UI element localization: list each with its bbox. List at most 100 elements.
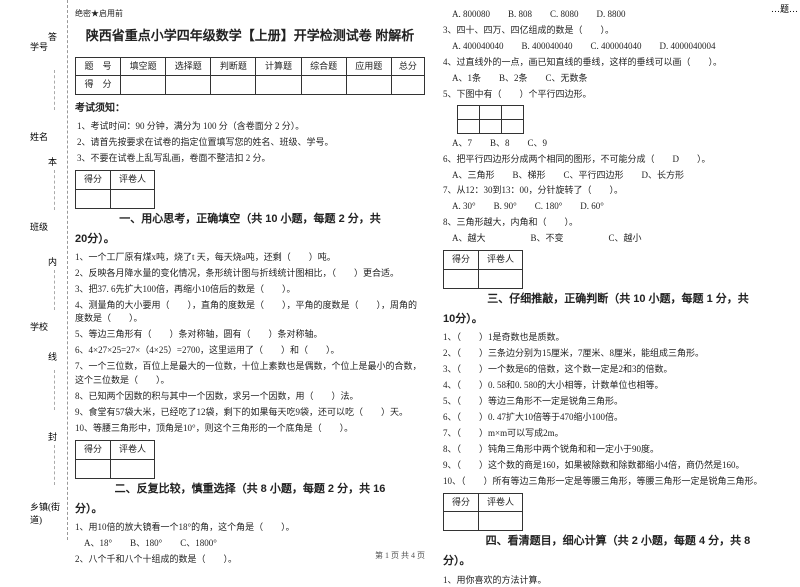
question-item: 7、（ ）m×m可以写成2m。 [443, 427, 793, 441]
binding-label-xuehao: 学号 [30, 40, 48, 53]
question-item: 3、把37. 6先扩大100倍，再缩小10倍后的数是（ ）。 [75, 283, 425, 297]
question-item: 6、（ ）0. 47扩大10倍等于470缩小100倍。 [443, 411, 793, 425]
confidential-tag: 绝密★启用前 [75, 8, 425, 20]
parallelogram-figure [457, 105, 793, 134]
score-table: 题 号 填空题 选择题 判断题 计算题 综合题 应用题 总分 得 分 [75, 57, 425, 96]
mini-header: 评卷人 [479, 251, 523, 270]
question-item: 4、（ ）0. 58和0. 580的大小相等，计数单位也相等。 [443, 379, 793, 393]
side-char-0: 答 [48, 30, 57, 43]
question-item: 1、一个工厂原有煤x吨，烧了t 天，每天烧a吨，还剩（ ）吨。 [75, 251, 425, 265]
score-mini-table-4: 得分评卷人 [443, 493, 523, 532]
notice-item: 3、不要在试卷上乱写乱画，卷面不整洁扣 2 分。 [77, 152, 425, 166]
section2b-questions: A. 800080 B. 808 C. 8080 D. 8800 3、四十、四万… [443, 8, 793, 102]
question-item: 10、（ ）所有等边三角形一定是等腰三角形，等腰三角形一定是锐角三角形。 [443, 475, 793, 489]
question-item: 6、把平行四边形分成两个相同的图形，不可能分成（ D ）。 [443, 153, 793, 167]
score-mini-table-2: 得分评卷人 [75, 440, 155, 479]
binding-label-xuexiao: 学校 [30, 320, 48, 333]
question-item: 4、测量角的大小要用（ ），直角的度数是（ ），平角的度数是（ ），周角的度数是… [75, 299, 425, 327]
side-char-1: 本 [48, 155, 57, 168]
question-item: A. 400040040 B. 400040040 C. 400004040 D… [443, 40, 793, 54]
question-item: 3、四十、四万、四亿组成的数是（ ）。 [443, 24, 793, 38]
question-item: A、7 B、8 C、9 [443, 137, 793, 151]
section3-questions: 1、（ ）1是奇数也是质数。 2、（ ）三条边分别为15厘米，7厘米、8厘米，能… [443, 331, 793, 488]
score-mini-table: 得分评卷人 [75, 170, 155, 209]
question-item: 8、（ ）钝角三角形中两个锐角和和一定小于90度。 [443, 443, 793, 457]
mini-header: 得分 [76, 170, 111, 189]
score-header: 题 号 [76, 57, 121, 76]
question-item: 5、等边三角形有（ ）条对称轴，圆有（ ）条对称轴。 [75, 328, 425, 342]
question-item: 2、（ ）三条边分别为15厘米，7厘米、8厘米，能组成三角形。 [443, 347, 793, 361]
section1-title-b: 20分）。 [75, 231, 425, 248]
binding-label-xiangzhen: 乡镇(街道) [30, 500, 67, 526]
section2-title-a: 二、反复比较，慎重选择（共 8 小题，每题 2 分，共 16 [75, 481, 425, 498]
question-item: 8、已知两个因数的积与其中一个因数，求另一个因数，用（ ）法。 [75, 390, 425, 404]
binding-column: 学号 答 姓名 本 班级 内 学校 线 封 乡镇(街道) [0, 0, 68, 540]
side-char-4: 封 [48, 430, 57, 443]
question-item: A、越大 B、不变 C、越小 [443, 232, 793, 246]
question-item: 1、用10倍的放大镜看一个18°的角，这个角是（ ）。 [75, 521, 425, 535]
exam-title: 陕西省重点小学四年级数学【上册】开学检测试卷 附解析 [75, 26, 425, 46]
dash-4 [54, 445, 55, 485]
mini-header: 得分 [76, 440, 111, 459]
question-item: 7、从12：30到13：00，分针旋转了（ ）。 [443, 184, 793, 198]
dash-2 [54, 270, 55, 310]
section3-title-b: 10分）。 [443, 311, 793, 328]
mini-header: 得分 [444, 493, 479, 512]
mini-header: 评卷人 [111, 440, 155, 459]
score-mini-table-3: 得分评卷人 [443, 250, 523, 289]
side-char-2: 内 [48, 255, 57, 268]
notice-title: 考试须知： [75, 101, 425, 117]
notice-item: 2、请首先按要求在试卷的指定位置填写您的姓名、班级、学号。 [77, 136, 425, 150]
question-item: 9、（ ）这个数的商是160，如果被除数和除数都缩小4倍，商仍然是160。 [443, 459, 793, 473]
question-item: 5、下图中有（ ）个平行四边形。 [443, 88, 793, 102]
question-item: 3、（ ）一个数是6的倍数，这个数一定是2和3的倍数。 [443, 363, 793, 377]
question-item: A、18° B、180° C、1800° [75, 537, 425, 551]
question-item: 8、三角形越大，内角和（ ）。 [443, 216, 793, 230]
question-item: 9、食堂有57袋大米，已经吃了12袋，剩下的如果每天吃9袋，还可以吃（ ）天。 [75, 406, 425, 420]
binding-label-banji: 班级 [30, 220, 48, 233]
question-item: A. 30° B. 90° C. 180° D. 60° [443, 200, 793, 214]
score-header: 计算题 [256, 57, 301, 76]
mini-header: 评卷人 [111, 170, 155, 189]
question-item: 2、反映各月降水量的变化情况，条形统计图与折线统计图相比，（ ）更合适。 [75, 267, 425, 281]
right-column: A. 800080 B. 808 C. 8080 D. 8800 3、四十、四万… [443, 8, 793, 538]
left-column: 绝密★启用前 陕西省重点小学四年级数学【上册】开学检测试卷 附解析 题 号 填空… [75, 8, 425, 538]
section4-questions: 1、用你喜欢的方法计算。 [443, 574, 793, 587]
score-header: 选择题 [166, 57, 211, 76]
dash-3 [54, 370, 55, 410]
question-item: 6、4×27×25=27×（4×25）=2700，这里运用了（ ）和（ ）。 [75, 344, 425, 358]
question-item: A. 800080 B. 808 C. 8080 D. 8800 [443, 8, 793, 22]
score-row-label: 得 分 [76, 76, 121, 95]
question-item: A、三角形 B、梯形 C、平行四边形 D、长方形 [443, 169, 793, 183]
table-row: 得 分 [76, 76, 425, 95]
question-item: 1、用你喜欢的方法计算。 [443, 574, 793, 587]
score-header: 判断题 [211, 57, 256, 76]
section2b-after-fig: A、7 B、8 C、9 6、把平行四边形分成两个相同的图形，不可能分成（ D ）… [443, 137, 793, 247]
question-item: 10、等腰三角形中，顶角是10°，则这个三角形的一个底角是（ ）。 [75, 422, 425, 436]
score-header: 应用题 [346, 57, 391, 76]
score-header: 总分 [391, 57, 424, 76]
question-item: A、1条 B、2条 C、无数条 [443, 72, 793, 86]
side-char-3: 线 [48, 350, 57, 363]
section2-title-b: 分）。 [75, 501, 425, 518]
section1-questions: 1、一个工厂原有煤x吨，烧了t 天，每天烧a吨，还剩（ ）吨。 2、反映各月降水… [75, 251, 425, 436]
page-content: 绝密★启用前 陕西省重点小学四年级数学【上册】开学检测试卷 附解析 题 号 填空… [75, 8, 795, 538]
mini-header: 得分 [444, 251, 479, 270]
page-footer: 第 1 页 共 4 页 [0, 550, 800, 561]
question-item: 5、（ ）等边三角形不一定是锐角三角形。 [443, 395, 793, 409]
dash-1 [54, 170, 55, 210]
notice-list: 1、考试时间：90 分钟，满分为 100 分（含卷面分 2 分）。 2、请首先按… [77, 120, 425, 166]
score-header: 综合题 [301, 57, 346, 76]
section4-title-a: 四、看清题目，细心计算（共 2 小题，每题 4 分，共 8 [443, 533, 793, 550]
dash-0 [54, 70, 55, 110]
section1-title-a: 一、用心思考，正确填空（共 10 小题，每题 2 分，共 [75, 211, 425, 228]
mini-header: 评卷人 [479, 493, 523, 512]
question-item: 4、过直线外的一点，画已知直线的垂线，这样的垂线可以画（ ）。 [443, 56, 793, 70]
table-row: 题 号 填空题 选择题 判断题 计算题 综合题 应用题 总分 [76, 57, 425, 76]
notice-item: 1、考试时间：90 分钟，满分为 100 分（含卷面分 2 分）。 [77, 120, 425, 134]
score-header: 填空题 [121, 57, 166, 76]
question-item: 7、一个三位数，百位上是最大的一位数，十位上素数也是偶数，个位上是最小的合数，这… [75, 360, 425, 388]
section3-title-a: 三、仔细推敲，正确判断（共 10 小题，每题 1 分，共 [443, 291, 793, 308]
binding-label-xingming: 姓名 [30, 130, 48, 143]
question-item: 1、（ ）1是奇数也是质数。 [443, 331, 793, 345]
